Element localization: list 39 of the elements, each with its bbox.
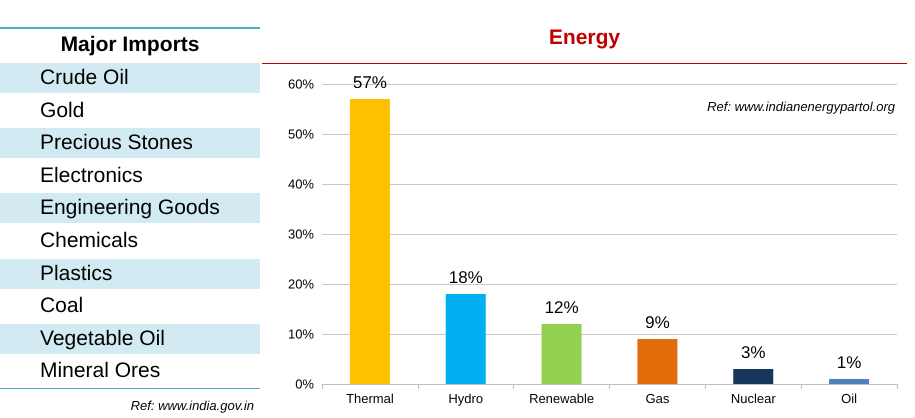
x-tick-label: Hydro	[448, 391, 484, 406]
y-tick-label: 0%	[295, 376, 314, 392]
bar	[446, 294, 486, 384]
x-tick-label: Renewable	[529, 391, 594, 406]
text: Coal	[39, 293, 84, 320]
bar	[350, 99, 390, 384]
bar	[637, 339, 678, 384]
bar	[829, 379, 870, 384]
x-tick-label: Gas	[645, 391, 670, 406]
text: Gold	[39, 98, 86, 124]
bar	[733, 369, 774, 384]
data-label: 3%	[740, 343, 766, 362]
bar	[542, 324, 582, 384]
data-label: 9%	[645, 313, 670, 332]
x-tick-label: Thermal	[346, 391, 394, 406]
x-tick-label: Oil	[841, 391, 858, 406]
y-tick-label: 50%	[288, 126, 314, 142]
annotation: Ref: www.indianenergypartol.org	[707, 99, 896, 114]
text: Electronics	[39, 162, 144, 189]
text: Engineering Goods	[0, 193, 260, 224]
text: Precious Stones	[0, 128, 260, 158]
text: Plastics	[0, 258, 260, 289]
data-label: 12%	[544, 298, 579, 317]
data-label: 57%	[352, 73, 387, 92]
y-tick-label: 10%	[288, 326, 314, 342]
chart-title: Energy	[548, 26, 620, 49]
data-label: 18%	[448, 268, 483, 287]
text: Chemicals	[39, 228, 140, 254]
y-tick-label: 20%	[288, 276, 314, 292]
data-label: 1%	[836, 353, 862, 372]
text: Vegetable Oil	[0, 324, 260, 354]
y-tick-label: 30%	[288, 226, 314, 242]
text: Major Imports	[60, 33, 200, 57]
y-tick-label: 60%	[288, 76, 314, 92]
y-tick-label: 40%	[288, 176, 314, 192]
text: Mineral Ores	[39, 358, 162, 384]
x-tick-label: Nuclear	[730, 391, 776, 406]
text: Crude Oil	[0, 63, 260, 93]
text: Ref: www.india.gov.in	[130, 398, 254, 413]
